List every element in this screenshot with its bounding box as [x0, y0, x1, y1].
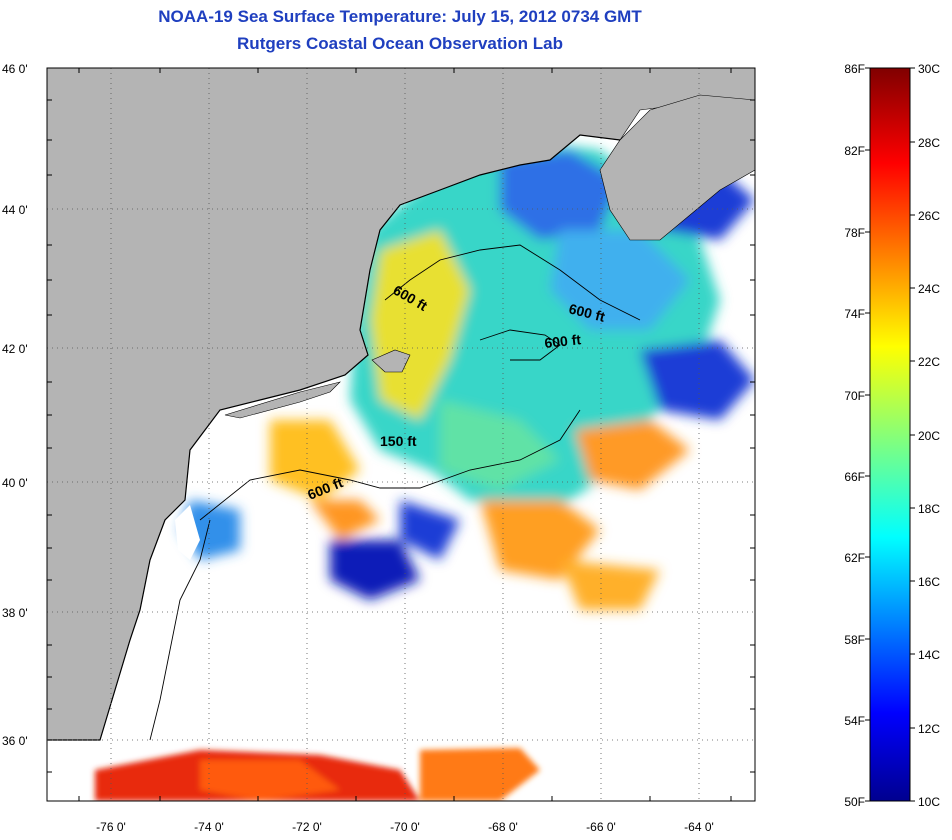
contour-label: 600 ft — [544, 331, 582, 351]
contour-label: 150 ft — [380, 433, 417, 449]
lat-label: 36 0' — [2, 734, 28, 748]
map-subtitle: Rutgers Coastal Ocean Observation Lab — [237, 34, 563, 53]
colorbar-f-label: 66F — [844, 470, 865, 484]
graticule — [47, 68, 755, 801]
lat-label: 44 0' — [2, 203, 28, 217]
colorbar-f-label: 78F — [844, 226, 865, 240]
bathymetry-contours — [149, 244, 641, 741]
colorbar-c-label: 10C — [918, 795, 940, 809]
inland-water — [140, 505, 200, 720]
colorbar-c-label: 30C — [918, 62, 940, 76]
colorbar-f-label: 70F — [844, 389, 865, 403]
lat-label: 42 0' — [2, 342, 28, 356]
lat-label: 46 0' — [2, 62, 28, 76]
colorbar-gradient — [869, 67, 911, 802]
colorbar-c-label: 16C — [918, 575, 940, 589]
colorbar-f-label: 50F — [844, 795, 865, 809]
colorbar-f-label: 62F — [844, 551, 865, 565]
colorbar-f-label: 58F — [844, 633, 865, 647]
lat-label: 40 0' — [2, 476, 28, 490]
map-frame — [46, 67, 756, 802]
colorbar: 86F 82F 78F 74F 70F 66F 62F 58F 54F 50F … — [844, 62, 940, 809]
colorbar-f-label: 74F — [844, 307, 865, 321]
colorbar-c-label: 20C — [918, 429, 940, 443]
colorbar-c-label: 12C — [918, 722, 940, 736]
colorbar-c-label: 24C — [918, 282, 940, 296]
colorbar-c-label: 14C — [918, 648, 940, 662]
lon-label: -66 0' — [586, 820, 616, 834]
colorbar-c-label: 22C — [918, 355, 940, 369]
colorbar-c-label: 28C — [918, 136, 940, 150]
frame-ticks — [47, 68, 755, 801]
colorbar-f-label: 86F — [844, 62, 865, 76]
lon-label: -72 0' — [292, 820, 322, 834]
latitude-labels: 46 0' 44 0' 42 0' 40 0' 38 0' 36 0' — [2, 62, 28, 748]
colorbar-f-label: 82F — [844, 144, 865, 158]
colorbar-c-label: 26C — [918, 209, 940, 223]
land — [47, 68, 755, 741]
colorbar-f-label: 54F — [844, 714, 865, 728]
lat-label: 38 0' — [2, 606, 28, 620]
map-title: NOAA-19 Sea Surface Temperature: July 15… — [158, 7, 642, 26]
lon-label: -68 0' — [488, 820, 518, 834]
map-panel: 600 ft 600 ft 600 ft 150 ft 600 ft — [47, 68, 755, 801]
coastline — [47, 134, 621, 741]
lon-label: -64 0' — [684, 820, 714, 834]
longitude-labels: -76 0' -74 0' -72 0' -70 0' -68 0' -66 0… — [96, 820, 714, 834]
colorbar-c-label: 18C — [918, 502, 940, 516]
lon-label: -76 0' — [96, 820, 126, 834]
lon-label: -70 0' — [390, 820, 420, 834]
lon-label: -74 0' — [194, 820, 224, 834]
